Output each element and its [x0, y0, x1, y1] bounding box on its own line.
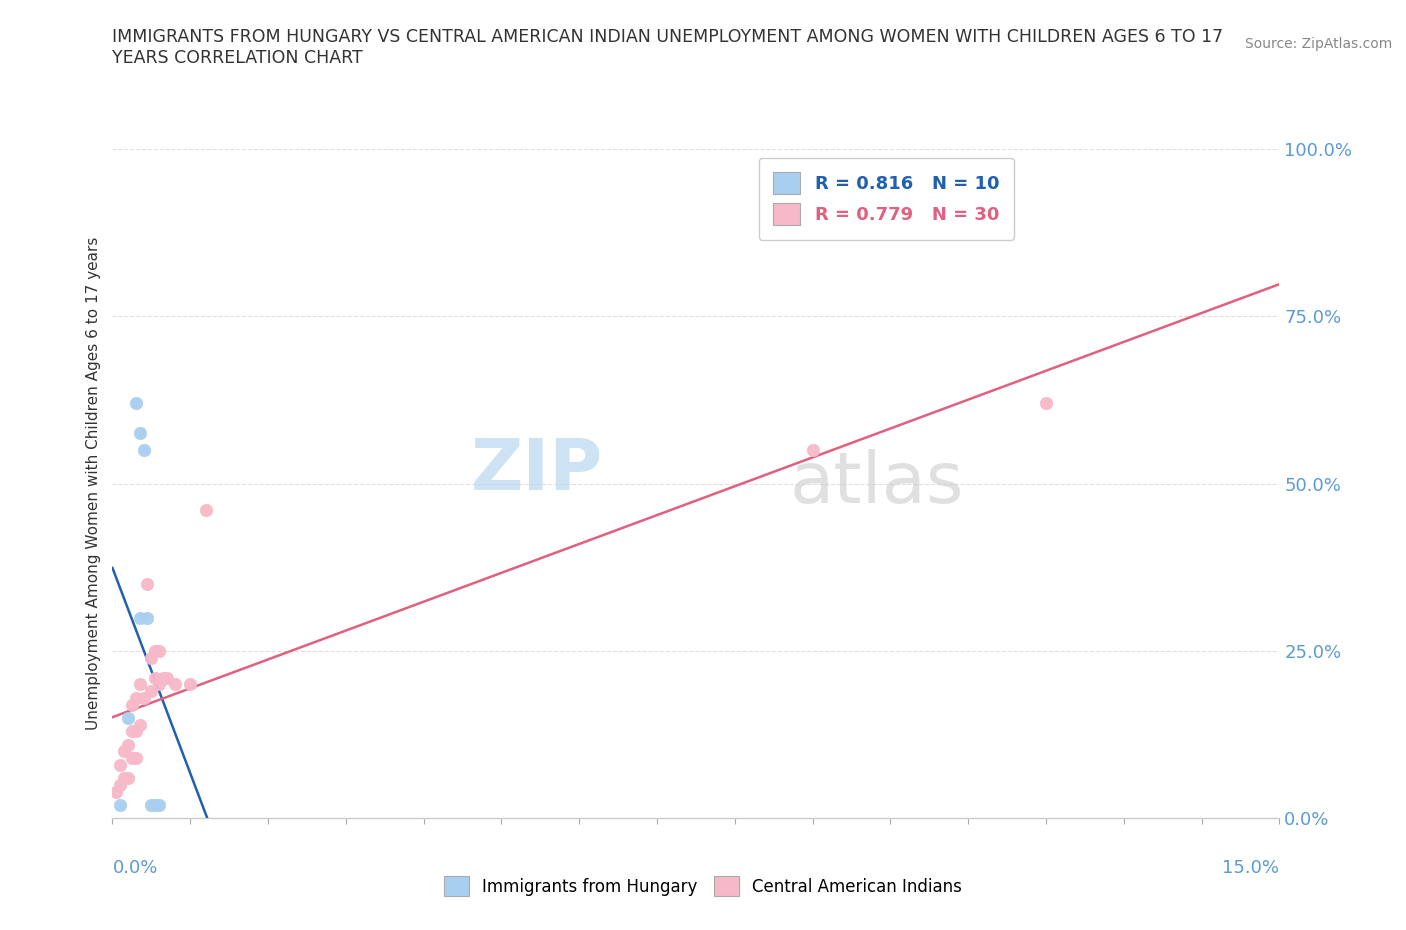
Text: 0.0%: 0.0% [112, 858, 157, 877]
Point [163, 677, 186, 692]
Point [148, 798, 170, 813]
Point [801, 443, 824, 458]
Point [128, 677, 150, 692]
Point [110, 798, 132, 813]
Point [125, 751, 148, 765]
Point [117, 711, 139, 725]
Point [179, 677, 201, 692]
Point [125, 396, 148, 411]
Text: Source: ZipAtlas.com: Source: ZipAtlas.com [1244, 37, 1392, 51]
Point [125, 690, 148, 705]
Point [117, 737, 139, 752]
Point [128, 717, 150, 732]
Legend: Immigrants from Hungary, Central American Indians: Immigrants from Hungary, Central America… [437, 870, 969, 903]
Point [156, 671, 179, 685]
Legend: R = 0.816   N = 10, R = 0.779   N = 30: R = 0.816 N = 10, R = 0.779 N = 30 [759, 158, 1014, 240]
Point [143, 671, 166, 685]
Point [121, 751, 143, 765]
Point [125, 724, 148, 738]
Point [136, 577, 159, 591]
Point [141, 798, 163, 813]
Point [148, 677, 170, 692]
Point [128, 610, 150, 625]
Point [132, 690, 155, 705]
Point [128, 426, 150, 441]
Point [112, 744, 135, 759]
Point [141, 684, 163, 698]
Point [136, 610, 159, 625]
Text: ZIP: ZIP [471, 436, 603, 505]
Text: IMMIGRANTS FROM HUNGARY VS CENTRAL AMERICAN INDIAN UNEMPLOYMENT AMONG WOMEN WITH: IMMIGRANTS FROM HUNGARY VS CENTRAL AMERI… [112, 28, 1223, 67]
Point [121, 724, 143, 738]
Text: atlas: atlas [789, 449, 963, 518]
Point [110, 777, 132, 792]
Point [194, 503, 217, 518]
Point [105, 784, 128, 799]
Point [132, 443, 155, 458]
Point [112, 771, 135, 786]
Point [143, 798, 166, 813]
Point [121, 698, 143, 712]
Point [110, 757, 132, 772]
Point [152, 671, 174, 685]
Point [148, 644, 170, 658]
Point [1035, 396, 1057, 411]
Y-axis label: Unemployment Among Women with Children Ages 6 to 17 years: Unemployment Among Women with Children A… [86, 237, 101, 730]
Point [143, 644, 166, 658]
Point [117, 771, 139, 786]
Point [141, 650, 163, 665]
Text: 15.0%: 15.0% [1222, 858, 1279, 877]
